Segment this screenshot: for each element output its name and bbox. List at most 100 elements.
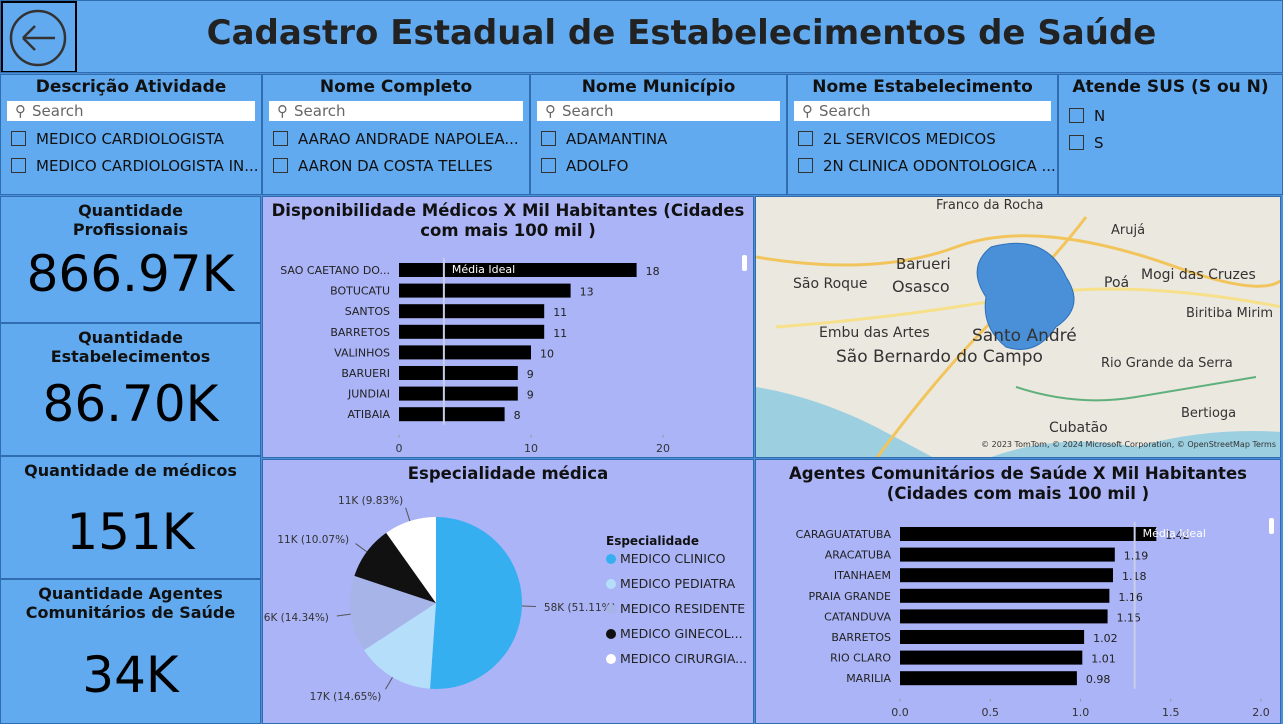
map-label: Biritiba Mirim bbox=[1186, 306, 1273, 321]
x-tick-label: 10 bbox=[524, 442, 538, 455]
category-label: RIO CLARO bbox=[830, 652, 891, 665]
checkbox bbox=[798, 158, 813, 173]
card-label: Quantidade Estabelecimentos bbox=[50, 328, 211, 366]
bar bbox=[900, 527, 1157, 541]
search-box[interactable]: ⚲ Search bbox=[537, 101, 780, 121]
bar bbox=[900, 547, 1115, 562]
slicer-item[interactable]: MEDICO CARDIOLOGISTA bbox=[11, 130, 261, 148]
chart-title: Disponibilidade Médicos X Mil Habitantes… bbox=[271, 201, 745, 240]
kpi-card: Quantidade de médicos 151K bbox=[0, 456, 261, 579]
value-label: 1.19 bbox=[1124, 550, 1149, 563]
bar bbox=[399, 263, 637, 277]
category-label: SANTOS bbox=[345, 305, 390, 318]
search-box[interactable]: ⚲ Search bbox=[794, 101, 1051, 121]
pie-slice bbox=[430, 517, 522, 689]
x-tick-label: 0.0 bbox=[891, 706, 909, 719]
value-label: 9 bbox=[527, 368, 534, 381]
x-tick-label: 2.0 bbox=[1252, 706, 1270, 719]
slicer-item[interactable]: N bbox=[1069, 107, 1282, 125]
legend-swatch bbox=[606, 554, 616, 564]
scrollbar[interactable] bbox=[742, 255, 747, 271]
category-label: BOTUCATU bbox=[330, 285, 390, 298]
chart: 0.0 0.5 1.0 1.5 2.0 CARAGUATATUBA 1.42 ARACATUB… bbox=[796, 518, 1274, 719]
slicer-item[interactable]: ADAMANTINA bbox=[541, 130, 786, 148]
category-label: ATIBAIA bbox=[348, 408, 391, 421]
search-box[interactable]: ⚲ Search bbox=[7, 101, 255, 121]
slicer-item[interactable]: MEDICO CARDIOLOGISTA IN... bbox=[11, 157, 261, 175]
bar bbox=[900, 588, 1110, 603]
map-label: Osasco bbox=[892, 277, 950, 296]
pie-panel: Especialidade médica 58K (51.11%) 17K (14… bbox=[262, 459, 754, 724]
search-icon: ⚲ bbox=[277, 102, 288, 120]
item-label: N bbox=[1094, 107, 1106, 125]
kpi-card: Quantidade Estabelecimentos 86.70K bbox=[0, 323, 261, 456]
reference-label: Média Ideal bbox=[452, 263, 515, 276]
bar bbox=[399, 283, 571, 298]
pie-slice bbox=[350, 575, 436, 651]
card-value: 34K bbox=[82, 646, 179, 704]
card-label: Quantidade de médicos bbox=[24, 461, 237, 480]
slicer: Atende SUS (S ou N) N S bbox=[1058, 74, 1283, 195]
slicer-item[interactable]: AARAO ANDRADE NAPOLEA... bbox=[273, 130, 529, 148]
item-label: MEDICO CARDIOLOGISTA IN... bbox=[36, 157, 259, 175]
chart-title: Agentes Comunitários de Saúde X Mil Habi… bbox=[789, 464, 1247, 503]
map-label: Barueri bbox=[896, 255, 951, 273]
search-icon: ⚲ bbox=[802, 102, 813, 120]
category-label: MARILIA bbox=[846, 672, 891, 685]
slicer: Descrição Atividade ⚲ Search MEDICO CARDIOL… bbox=[0, 74, 262, 195]
search-icon: ⚲ bbox=[15, 102, 26, 120]
slicer-title: Nome Município bbox=[581, 77, 736, 97]
bar bbox=[399, 407, 505, 422]
data-label: 58K (51.11%) bbox=[544, 602, 616, 614]
value-label: 1.02 bbox=[1093, 632, 1118, 645]
card-label: Quantidade Agentes Comunitários de Saúde bbox=[25, 584, 236, 622]
slicer-item[interactable]: 2N CLINICA ODONTOLOGICA ... bbox=[798, 157, 1057, 175]
slicer-item[interactable]: S bbox=[1069, 134, 1282, 152]
slicer-title: Nome Estabelecimento bbox=[812, 77, 1033, 97]
x-tick-label: 1.0 bbox=[1072, 706, 1090, 719]
map-label: Franco da Rocha bbox=[936, 198, 1043, 213]
checkbox bbox=[273, 131, 288, 146]
item-label: 2N CLINICA ODONTOLOGICA ... bbox=[823, 157, 1056, 175]
data-label: 16K (14.34%) bbox=[263, 612, 329, 624]
leader-line bbox=[385, 676, 393, 690]
scrollbar[interactable] bbox=[1269, 518, 1274, 534]
card-value: 151K bbox=[66, 502, 195, 561]
x-tick-label: 0.5 bbox=[982, 706, 1000, 719]
slicer-title: Descrição Atividade bbox=[35, 77, 227, 97]
back-button[interactable] bbox=[1, 1, 77, 73]
value-label: 1.16 bbox=[1118, 591, 1143, 604]
slicer-item[interactable]: AARON DA COSTA TELLES bbox=[273, 157, 529, 175]
bar bbox=[399, 324, 545, 339]
pie-slice bbox=[386, 517, 436, 603]
category-label: BARRETOS bbox=[831, 631, 891, 644]
chart: 0 10 20 SAO CAETANO DO... 18 BOTUCATU 13 SANTOS… bbox=[280, 255, 747, 455]
map-label: São Roque bbox=[793, 276, 868, 292]
bar-panel: Agentes Comunitários de Saúde X Mil Habi… bbox=[755, 459, 1281, 724]
search-box[interactable]: ⚲ Search bbox=[269, 101, 523, 121]
value-label: 11 bbox=[553, 327, 567, 340]
legend-label: MEDICO CLINICO bbox=[620, 551, 726, 566]
slicer-item[interactable]: 2L SERVICOS MEDICOS bbox=[798, 130, 1057, 148]
item-label: S bbox=[1094, 134, 1104, 152]
category-label: PRAIA GRANDE bbox=[808, 590, 891, 603]
slicer-item[interactable]: ADOLFO bbox=[541, 157, 786, 175]
pie-slice bbox=[354, 532, 436, 603]
slicer: Nome Município ⚲ Search ADAMANTINA ADOLFO bbox=[530, 74, 787, 195]
kpi-card: Quantidade Profissionais 866.97K bbox=[0, 196, 261, 323]
slicer-title: Nome Completo bbox=[319, 77, 473, 97]
legend-swatch bbox=[606, 604, 616, 614]
search-placeholder: Search bbox=[562, 102, 614, 120]
data-label: 11K (10.07%) bbox=[277, 534, 349, 546]
bar bbox=[399, 386, 518, 401]
category-label: ITANHAEM bbox=[834, 569, 891, 582]
legend-title: Especialidade bbox=[606, 534, 699, 548]
item-label: 2L SERVICOS MEDICOS bbox=[823, 130, 996, 148]
pie-slice bbox=[364, 603, 436, 689]
checkbox bbox=[798, 131, 813, 146]
value-label: 13 bbox=[580, 286, 594, 299]
map-label: Poá bbox=[1104, 275, 1129, 291]
legend-swatch bbox=[606, 579, 616, 589]
search-icon: ⚲ bbox=[545, 102, 556, 120]
x-tick-label: 20 bbox=[656, 442, 670, 455]
